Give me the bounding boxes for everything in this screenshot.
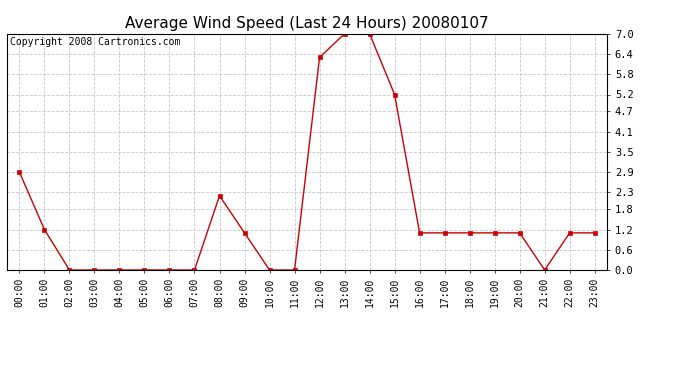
Text: Copyright 2008 Cartronics.com: Copyright 2008 Cartronics.com (10, 37, 180, 47)
Title: Average Wind Speed (Last 24 Hours) 20080107: Average Wind Speed (Last 24 Hours) 20080… (126, 16, 489, 31)
